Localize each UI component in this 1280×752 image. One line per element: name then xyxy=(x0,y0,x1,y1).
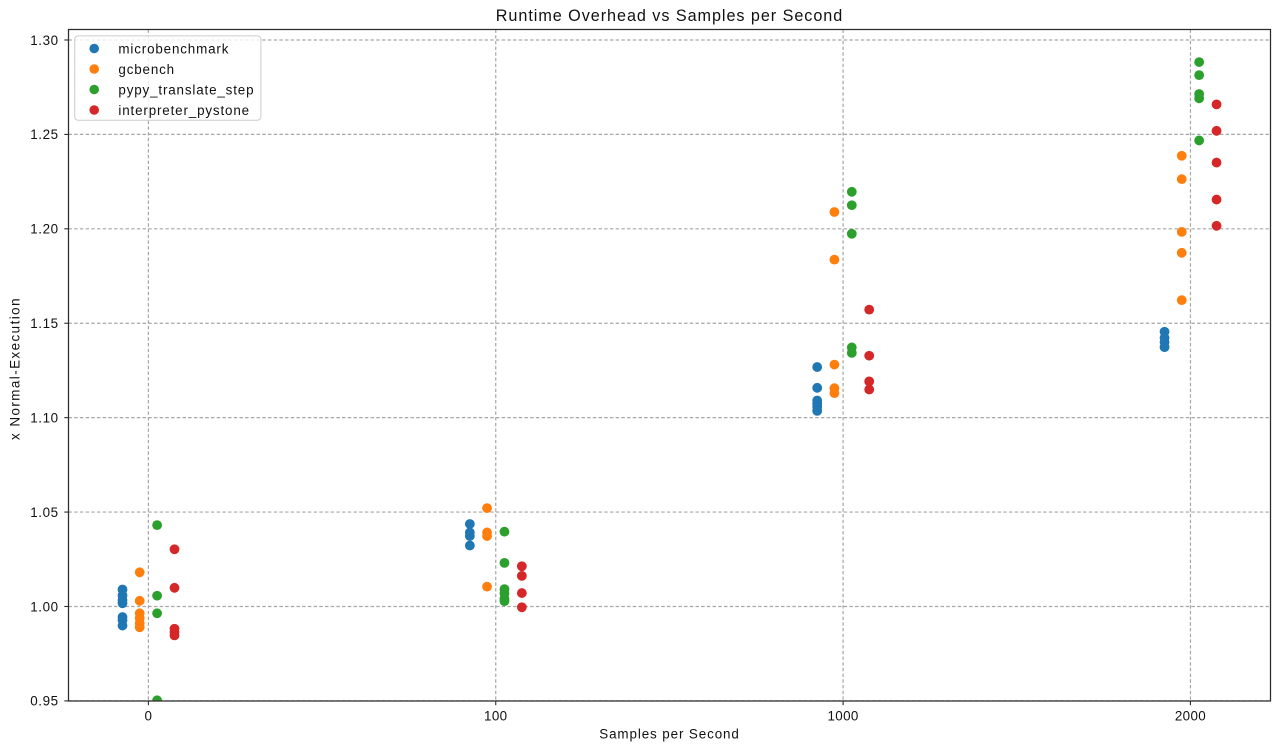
svg-text:pypy_translate_step: pypy_translate_step xyxy=(118,82,254,97)
svg-text:Runtime Overhead vs Samples pe: Runtime Overhead vs Samples per Second xyxy=(496,7,843,25)
svg-text:2000: 2000 xyxy=(1175,708,1206,723)
svg-text:Samples per Second: Samples per Second xyxy=(599,727,740,742)
svg-text:1.15: 1.15 xyxy=(30,316,58,331)
svg-text:gcbench: gcbench xyxy=(118,62,175,77)
svg-text:microbenchmark: microbenchmark xyxy=(118,41,229,56)
svg-text:1.25: 1.25 xyxy=(30,127,58,142)
svg-text:1.20: 1.20 xyxy=(30,222,58,237)
svg-text:100: 100 xyxy=(484,708,507,723)
svg-text:interpreter_pystone: interpreter_pystone xyxy=(118,103,250,118)
svg-text:1.30: 1.30 xyxy=(30,33,58,48)
svg-text:0: 0 xyxy=(144,708,152,723)
svg-text:1000: 1000 xyxy=(827,708,858,723)
svg-text:1.00: 1.00 xyxy=(30,599,58,614)
svg-text:x Normal-Execution: x Normal-Execution xyxy=(8,297,23,440)
svg-text:1.10: 1.10 xyxy=(30,410,58,425)
svg-text:1.05: 1.05 xyxy=(30,505,58,520)
svg-text:0.95: 0.95 xyxy=(30,694,58,709)
